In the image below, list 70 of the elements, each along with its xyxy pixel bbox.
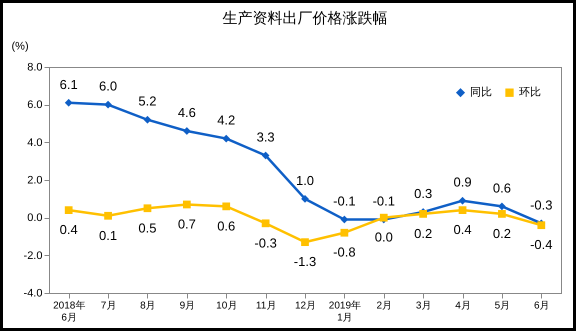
chart-title: 生产资料出厂价格涨跌幅 bbox=[222, 10, 388, 27]
y-tick-label: 4.0 bbox=[27, 136, 42, 149]
point bbox=[64, 206, 73, 214]
point bbox=[262, 219, 270, 228]
x-tick-label: 2月 bbox=[376, 300, 392, 312]
legend-label: 环比 bbox=[519, 86, 541, 99]
legend-label: 同比 bbox=[470, 86, 492, 99]
data-label: 0.6 bbox=[217, 218, 236, 234]
point bbox=[222, 202, 230, 210]
point bbox=[301, 194, 309, 203]
x-tick-label: 2018年 6月 bbox=[53, 300, 86, 324]
point bbox=[104, 212, 112, 220]
point bbox=[182, 127, 191, 135]
data-label: 5.2 bbox=[138, 94, 156, 109]
point bbox=[340, 228, 348, 237]
point bbox=[498, 210, 506, 218]
point bbox=[144, 204, 152, 212]
y-tick-label: 0.0 bbox=[27, 212, 42, 224]
x-tick-label: 5月 bbox=[494, 300, 510, 312]
x-tick-label: 2019年 1月 bbox=[328, 300, 362, 324]
x-tick-label: 11月 bbox=[256, 300, 276, 312]
y-tick-label: 6.0 bbox=[27, 99, 42, 112]
y-tick-label: -2.0 bbox=[24, 250, 42, 262]
point bbox=[104, 100, 112, 109]
data-label: -0.8 bbox=[333, 244, 356, 260]
data-label: 0.7 bbox=[178, 216, 196, 232]
point bbox=[340, 216, 348, 224]
x-tick-label: 3月 bbox=[416, 300, 432, 312]
data-label: 0.4 bbox=[454, 222, 472, 238]
data-label: -0.1 bbox=[372, 194, 395, 209]
data-label: 4.6 bbox=[178, 105, 196, 120]
y-tick-label: -4.0 bbox=[24, 288, 42, 300]
data-label: 0.2 bbox=[414, 226, 432, 241]
x-tick-label: 9月 bbox=[180, 300, 196, 312]
x-tick-label: 12月 bbox=[294, 300, 316, 312]
point bbox=[262, 152, 270, 160]
data-label: 0.0 bbox=[374, 230, 393, 245]
data-label: 6.0 bbox=[99, 78, 118, 94]
x-tick-label: 7月 bbox=[100, 300, 116, 312]
data-label: 4.2 bbox=[217, 112, 236, 128]
point bbox=[458, 196, 466, 205]
data-label: 0.1 bbox=[99, 228, 118, 243]
y-axis-title: (%) bbox=[12, 40, 29, 52]
point bbox=[222, 134, 230, 142]
x-tick-label: 8月 bbox=[140, 300, 156, 312]
data-label: -0.4 bbox=[530, 237, 553, 252]
x-tick-label: 10月 bbox=[216, 300, 238, 312]
data-label: -0.3 bbox=[254, 235, 277, 250]
data-label: 3.3 bbox=[256, 130, 275, 145]
data-label: 0.6 bbox=[492, 180, 511, 196]
point bbox=[301, 238, 309, 246]
point bbox=[144, 116, 152, 124]
data-label: 0.9 bbox=[454, 174, 472, 190]
data-label: 0.4 bbox=[60, 222, 78, 238]
y-tick-label: 8.0 bbox=[27, 62, 42, 74]
data-label: 1.0 bbox=[296, 172, 314, 188]
data-label: 0.5 bbox=[138, 220, 156, 236]
data-label: -0.3 bbox=[530, 197, 553, 212]
data-label: 0.2 bbox=[492, 226, 511, 241]
point bbox=[458, 206, 466, 214]
data-label: -1.3 bbox=[294, 254, 316, 270]
x-tick-label: 6月 bbox=[534, 300, 550, 312]
point bbox=[182, 200, 191, 208]
data-label: -0.1 bbox=[333, 194, 356, 209]
point bbox=[64, 98, 73, 107]
point bbox=[498, 202, 506, 210]
data-label: 0.3 bbox=[414, 186, 432, 202]
y-tick-label: 2.0 bbox=[27, 174, 42, 186]
data-label: 6.1 bbox=[60, 76, 78, 92]
x-tick-label: 4月 bbox=[455, 300, 471, 312]
